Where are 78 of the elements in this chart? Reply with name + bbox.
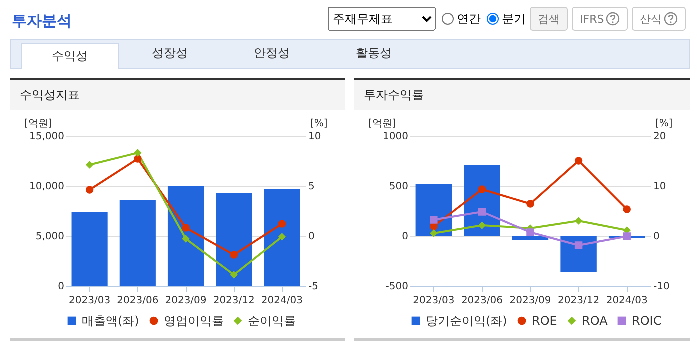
text: 주재무제표 xyxy=(328,7,436,31)
text: 산식 xyxy=(632,7,686,31)
point xyxy=(526,228,534,236)
x-tick-label: 2023/12 xyxy=(558,296,600,306)
point xyxy=(574,242,583,250)
legend-label: 매출액(좌) xyxy=(82,314,140,328)
y2-tick-label: 5 xyxy=(308,182,315,192)
point xyxy=(623,206,631,214)
point xyxy=(134,149,142,157)
x-tick-label: 2023/09 xyxy=(510,296,552,306)
legend-label: 순이익률 xyxy=(248,314,296,328)
legend-label: 당기순이익(좌) xyxy=(426,314,508,328)
y-tick-label: 5,000 xyxy=(36,232,64,242)
x-tick-label: 2023/12 xyxy=(213,296,255,306)
point xyxy=(182,224,190,232)
point xyxy=(134,155,142,163)
y-axis-title: [억원] xyxy=(24,118,52,130)
bar xyxy=(264,189,300,286)
point xyxy=(182,235,190,243)
point xyxy=(430,230,438,238)
text: 연간 xyxy=(456,10,481,28)
legend-label: ROA xyxy=(582,314,609,328)
y-tick-label: 0 xyxy=(402,232,408,242)
y2-tick-label: 10 xyxy=(308,132,322,142)
y2-tick-label: 10 xyxy=(654,182,666,192)
bar xyxy=(168,186,204,286)
point xyxy=(230,271,238,279)
chart-title: 수익성지표 xyxy=(10,80,345,110)
point xyxy=(574,157,583,165)
point xyxy=(278,233,286,241)
point xyxy=(478,186,486,194)
text: 분기 xyxy=(501,10,526,28)
point xyxy=(430,216,438,224)
text: 수익성 xyxy=(21,43,119,69)
bar xyxy=(560,236,597,272)
y-axis-title: [억원] xyxy=(368,118,396,130)
y2-tick-label: 0 xyxy=(308,232,315,242)
bar xyxy=(72,212,108,286)
x-tick-label: 2023/03 xyxy=(69,296,111,306)
y-tick-label: 15,000 xyxy=(30,132,64,142)
x-tick-label: 2023/06 xyxy=(117,296,159,306)
text: IFRS xyxy=(572,7,628,31)
bar xyxy=(120,200,156,286)
x-tick-label: 2023/03 xyxy=(413,296,455,306)
text: 활동성 xyxy=(355,45,393,62)
text: 안정성 xyxy=(253,45,291,62)
y-tick-label: 1000 xyxy=(383,132,408,142)
point xyxy=(230,251,238,259)
y2-tick-label: -5 xyxy=(308,282,318,292)
point xyxy=(526,200,534,208)
y2-tick-label: 20 xyxy=(654,132,666,142)
point xyxy=(86,186,94,194)
y2-axis-title: [%] xyxy=(656,118,673,130)
bar xyxy=(216,193,252,286)
y2-tick-label: 0 xyxy=(654,232,660,242)
point xyxy=(574,217,583,225)
y2-tick-label: -10 xyxy=(654,282,670,292)
point xyxy=(478,222,486,230)
y-tick-label: 500 xyxy=(389,182,408,192)
x-tick-label: 2023/06 xyxy=(461,296,503,306)
legend-label: ROE xyxy=(532,314,558,328)
legend-label: ROIC xyxy=(632,314,662,328)
point xyxy=(278,220,286,228)
y-tick-label: -500 xyxy=(386,282,408,292)
text: 투자분석 xyxy=(12,12,72,31)
chart-title: 투자수익률 xyxy=(354,80,690,110)
text: 성장성 xyxy=(151,45,189,62)
point xyxy=(478,208,486,216)
point xyxy=(623,232,631,240)
x-tick-label: 2023/09 xyxy=(165,296,207,306)
legend-label: 영업이익률 xyxy=(164,314,224,328)
y-tick-label: 0 xyxy=(58,282,64,292)
y-tick-label: 10,000 xyxy=(30,182,64,192)
x-tick-label: 2024/03 xyxy=(606,296,648,306)
point xyxy=(86,161,94,169)
y2-axis-title: [%] xyxy=(310,118,328,130)
text: 검색 xyxy=(530,7,568,31)
x-tick-label: 2024/03 xyxy=(261,296,303,306)
